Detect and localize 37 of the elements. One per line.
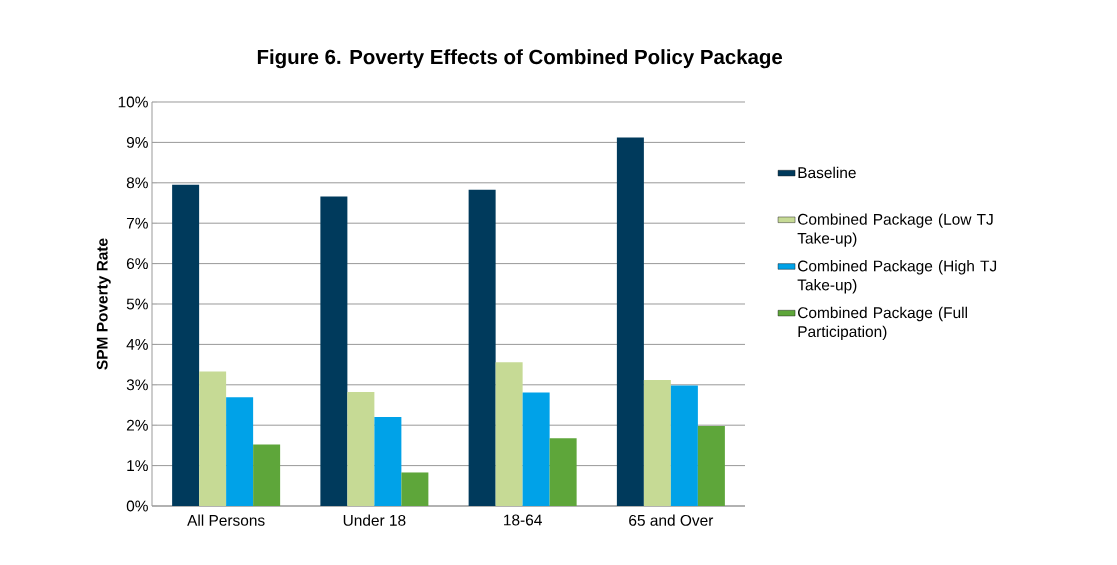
bar (670, 385, 698, 506)
bar (616, 137, 644, 506)
y-tick-label: 9% (126, 136, 148, 148)
bar (401, 472, 429, 506)
x-tick-label: Under 18 (343, 514, 406, 526)
bar (549, 438, 577, 506)
x-tick-label: 65 and Over (629, 514, 714, 526)
bar (253, 444, 281, 506)
bar (320, 196, 348, 506)
bar (522, 392, 550, 506)
legend-label: Combined Package (High TJ Take-up) (797, 260, 997, 294)
bar (374, 417, 402, 506)
bar (347, 392, 375, 506)
bar (468, 189, 496, 506)
y-tick-label: 3% (126, 379, 148, 391)
y-tick-label: 4% (126, 338, 148, 350)
legend-label: Combined Package (Low TJ Take-up) (797, 213, 993, 247)
y-tick-label: 5% (126, 298, 148, 310)
y-tick-label: 0% (126, 500, 148, 512)
y-tick-label: 10% (118, 96, 148, 108)
bar (643, 379, 671, 506)
bar (172, 184, 200, 506)
x-tick-label: 18-64 (504, 514, 542, 526)
y-tick-label: 6% (126, 258, 148, 270)
chart-title: Figure 6. Poverty Effects of Combined Policy Package (257, 49, 783, 69)
bar (226, 397, 254, 506)
bar (697, 426, 725, 506)
legend-label: Baseline (798, 166, 856, 179)
y-tick-label: 7% (126, 217, 148, 229)
y-axis-title: SPM Poverty Rate (96, 238, 111, 370)
bar (495, 362, 523, 506)
x-tick-label: All Persons (187, 514, 265, 526)
y-tick-label: 2% (126, 419, 148, 431)
bar (199, 371, 227, 506)
y-tick-label: 8% (126, 177, 148, 189)
y-tick-label: 1% (127, 460, 148, 471)
legend-label: Combined Package (Full Participation) (798, 306, 967, 341)
